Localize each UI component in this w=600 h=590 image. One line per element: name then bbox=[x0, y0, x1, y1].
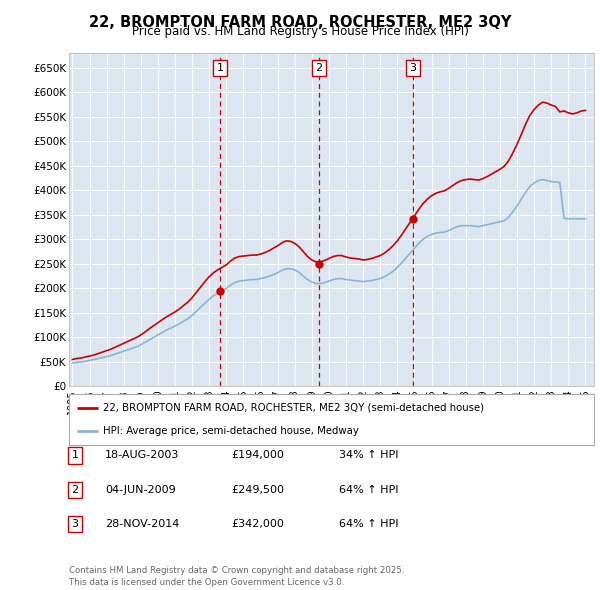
Text: £342,000: £342,000 bbox=[231, 519, 284, 529]
Text: 28-NOV-2014: 28-NOV-2014 bbox=[105, 519, 179, 529]
Text: 22, BROMPTON FARM ROAD, ROCHESTER, ME2 3QY: 22, BROMPTON FARM ROAD, ROCHESTER, ME2 3… bbox=[89, 15, 511, 30]
Text: 22, BROMPTON FARM ROAD, ROCHESTER, ME2 3QY (semi-detached house): 22, BROMPTON FARM ROAD, ROCHESTER, ME2 3… bbox=[103, 402, 484, 412]
Text: 1: 1 bbox=[71, 451, 79, 460]
Text: Contains HM Land Registry data © Crown copyright and database right 2025.
This d: Contains HM Land Registry data © Crown c… bbox=[69, 566, 404, 587]
Text: 64% ↑ HPI: 64% ↑ HPI bbox=[339, 519, 398, 529]
Text: 3: 3 bbox=[71, 519, 79, 529]
Text: 04-JUN-2009: 04-JUN-2009 bbox=[105, 485, 176, 494]
Text: HPI: Average price, semi-detached house, Medway: HPI: Average price, semi-detached house,… bbox=[103, 427, 359, 437]
Text: 2: 2 bbox=[71, 485, 79, 494]
Text: 1: 1 bbox=[217, 63, 224, 73]
Text: 18-AUG-2003: 18-AUG-2003 bbox=[105, 451, 179, 460]
Text: £194,000: £194,000 bbox=[231, 451, 284, 460]
Text: Price paid vs. HM Land Registry's House Price Index (HPI): Price paid vs. HM Land Registry's House … bbox=[131, 25, 469, 38]
Text: 34% ↑ HPI: 34% ↑ HPI bbox=[339, 451, 398, 460]
Text: 3: 3 bbox=[409, 63, 416, 73]
Text: £249,500: £249,500 bbox=[231, 485, 284, 494]
Text: 64% ↑ HPI: 64% ↑ HPI bbox=[339, 485, 398, 494]
Text: 2: 2 bbox=[316, 63, 323, 73]
